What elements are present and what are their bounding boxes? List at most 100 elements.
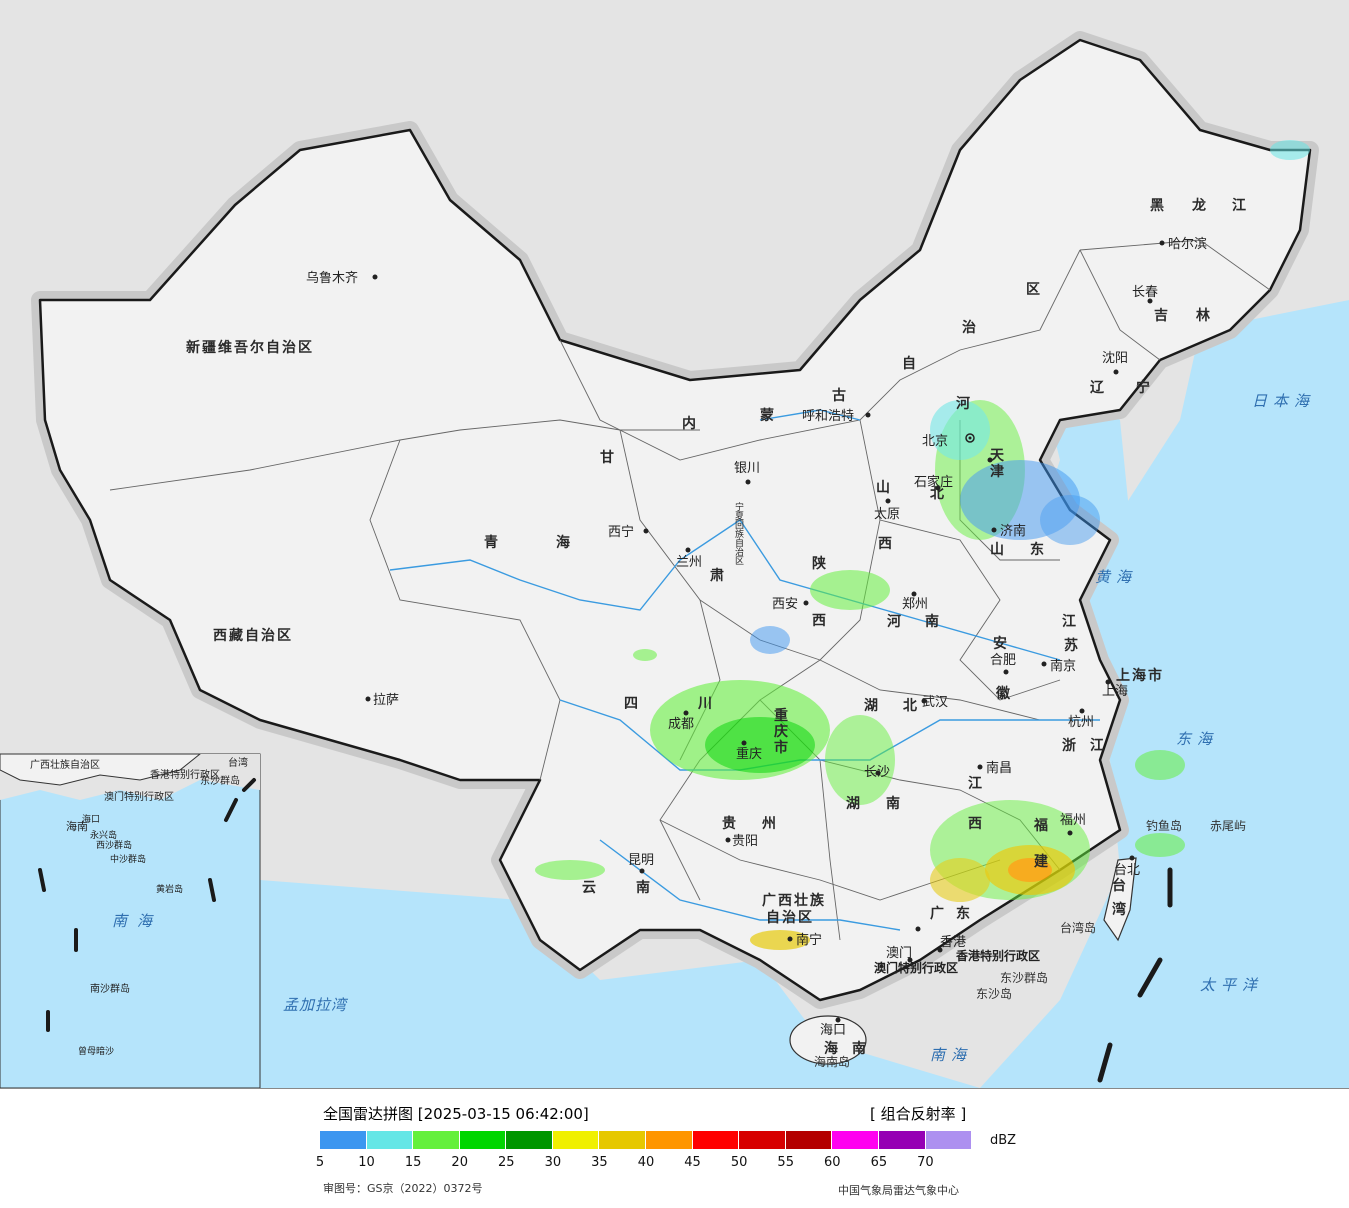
city-shenyang: 沈阳 xyxy=(1102,351,1128,375)
city-chongqing: 重庆 xyxy=(736,740,762,762)
province-label: 云 xyxy=(582,880,598,896)
province-label: 北 xyxy=(903,698,919,714)
city-nanning: 南宁 xyxy=(787,932,822,948)
island-labels: 钓鱼岛 赤尾屿 台湾岛 东沙群岛 东沙岛 海南岛 香港特别行政区 澳门特别行政区 xyxy=(814,818,1246,1069)
province-label: 海 xyxy=(556,534,572,551)
svg-text:长沙: 长沙 xyxy=(864,765,890,780)
svg-text:南京: 南京 xyxy=(1050,658,1076,674)
review-number: 审图号：GS京（2022）0372号 xyxy=(323,1182,483,1195)
province-label: 北 xyxy=(930,486,946,502)
svg-text:郑州: 郑州 xyxy=(902,597,928,612)
svg-text:西沙群岛: 西沙群岛 xyxy=(96,839,132,851)
city-wuhan: 武汉 xyxy=(921,695,948,710)
color-swatch xyxy=(878,1131,926,1149)
province-label: 天 xyxy=(990,448,1006,464)
province-label: 青 xyxy=(484,534,500,551)
province-label: 自 xyxy=(902,355,918,372)
svg-text:黄海: 黄海 xyxy=(1095,568,1137,586)
svg-text:台北: 台北 xyxy=(1114,863,1140,878)
svg-text:长春: 长春 xyxy=(1132,285,1158,300)
scale-tick-label: 35 xyxy=(591,1155,608,1170)
legend-panel: 全国雷达拼图 [2025-03-15 06:42:00] [ 组合反射率 ] 5… xyxy=(0,1089,1349,1208)
province-label: 东 xyxy=(1030,541,1046,558)
svg-text:南沙群岛: 南沙群岛 xyxy=(90,982,130,995)
province-label: 黑 xyxy=(1150,198,1166,214)
map-area[interactable]: 新疆维吾尔自治区 西藏自治区 青 海 甘 肃 内 蒙 古 自 治 区 黑 龙 江… xyxy=(0,0,1349,1089)
city-zhengzhou: 郑州 xyxy=(902,591,928,612)
svg-text:太原: 太原 xyxy=(874,507,900,522)
color-swatch xyxy=(552,1131,600,1149)
svg-text:武汉: 武汉 xyxy=(922,695,948,710)
province-label: 重 xyxy=(774,707,790,724)
city-nanjing: 南京 xyxy=(1041,658,1076,674)
city-xining: 西宁 xyxy=(608,524,649,540)
province-label: 四 xyxy=(624,696,640,712)
province-label: 古 xyxy=(832,387,848,404)
svg-text:乌鲁木齐: 乌鲁木齐 xyxy=(306,270,358,286)
svg-text:银川: 银川 xyxy=(734,461,760,476)
city-guangzhou: 广州 xyxy=(915,926,921,932)
scale-tick-label: 70 xyxy=(917,1155,934,1170)
scale-tick-label: 60 xyxy=(824,1155,841,1170)
svg-text:南海: 南海 xyxy=(930,1046,972,1064)
city-yinchuan: 银川 xyxy=(734,461,760,485)
svg-text:东沙岛: 东沙岛 xyxy=(976,986,1012,1001)
province-label: 陕 xyxy=(812,555,828,572)
svg-text:永兴岛: 永兴岛 xyxy=(90,829,117,841)
svg-text:中沙群岛: 中沙群岛 xyxy=(110,853,146,865)
scale-tick-label: 25 xyxy=(498,1155,515,1170)
sea-labels: 日本海 黄海 东海 太平洋 南海 孟加拉湾 xyxy=(283,392,1315,1064)
color-swatch xyxy=(925,1131,973,1149)
svg-text:澳门: 澳门 xyxy=(886,945,912,961)
svg-text:济南: 济南 xyxy=(1000,523,1026,539)
svg-text:海口: 海口 xyxy=(820,1023,846,1038)
province-label: 宁夏回族自治区 xyxy=(733,501,744,565)
svg-text:太平洋: 太平洋 xyxy=(1200,976,1263,994)
hainan-island xyxy=(789,1015,867,1065)
province-label: 治 xyxy=(962,319,978,336)
province-label: 建 xyxy=(1034,853,1050,870)
svg-text:重庆: 重庆 xyxy=(736,746,762,762)
province-label: 河 xyxy=(887,613,903,630)
city-guiyang: 贵阳 xyxy=(725,834,758,849)
province-label: 河 xyxy=(956,395,972,412)
scale-unit: dBZ xyxy=(990,1133,1017,1148)
province-label: 龙 xyxy=(1191,197,1208,214)
city-hefei: 合肥 xyxy=(990,653,1016,675)
city-shijiazhuang: 石家庄 xyxy=(914,474,953,491)
city-lanzhou: 兰州 xyxy=(676,547,702,570)
china-outline xyxy=(38,38,1312,1002)
city-hohhot: 呼和浩特 xyxy=(802,409,871,424)
province-label: 西 xyxy=(968,816,984,832)
scale-tick-label: 15 xyxy=(404,1155,422,1170)
svg-text:南宁: 南宁 xyxy=(796,932,822,948)
svg-text:石家庄: 石家庄 xyxy=(914,474,953,490)
product-name: [ 组合反射率 ] xyxy=(870,1105,967,1123)
province-label: 庆 xyxy=(774,723,790,740)
province-label: 州 xyxy=(761,816,778,832)
svg-text:日本海: 日本海 xyxy=(1252,392,1315,410)
city-changchun: 长春 xyxy=(1132,285,1158,304)
province-label: 湖 xyxy=(864,698,880,714)
province-label: 江 xyxy=(1232,197,1248,214)
svg-text:海南岛: 海南岛 xyxy=(814,1054,850,1069)
svg-text:北京: 北京 xyxy=(922,434,948,449)
svg-text:沈阳: 沈阳 xyxy=(1102,351,1128,366)
svg-text:西宁: 西宁 xyxy=(608,524,634,540)
svg-text:香港特别行政区: 香港特别行政区 xyxy=(955,948,1040,963)
city-tianjin: 天津 xyxy=(987,457,993,463)
city-lhasa: 拉萨 xyxy=(365,693,399,708)
svg-text:东沙群岛: 东沙群岛 xyxy=(1000,970,1048,985)
province-label: 广西壮族 xyxy=(762,892,826,909)
city-hongkong: 香港 xyxy=(937,935,966,953)
province-label: 辽 xyxy=(1090,380,1106,396)
scale-tick-label: 45 xyxy=(684,1155,701,1170)
svg-text:杭州: 杭州 xyxy=(1068,715,1094,730)
color-scale-bar xyxy=(320,1131,973,1149)
scale-tick-label: 50 xyxy=(730,1155,748,1170)
svg-text:南海: 南海 xyxy=(112,912,162,930)
province-labels: 新疆维吾尔自治区 西藏自治区 青 海 甘 肃 内 蒙 古 自 治 区 黑 龙 江… xyxy=(186,197,1248,1057)
province-label: 贵 xyxy=(722,815,738,832)
svg-text:成都: 成都 xyxy=(668,717,694,732)
south-china-sea-inset: 广西壮族自治区 台湾 香港特别行政区 澳门特别行政区 东沙群岛 海南 南海 中沙… xyxy=(0,753,261,1088)
